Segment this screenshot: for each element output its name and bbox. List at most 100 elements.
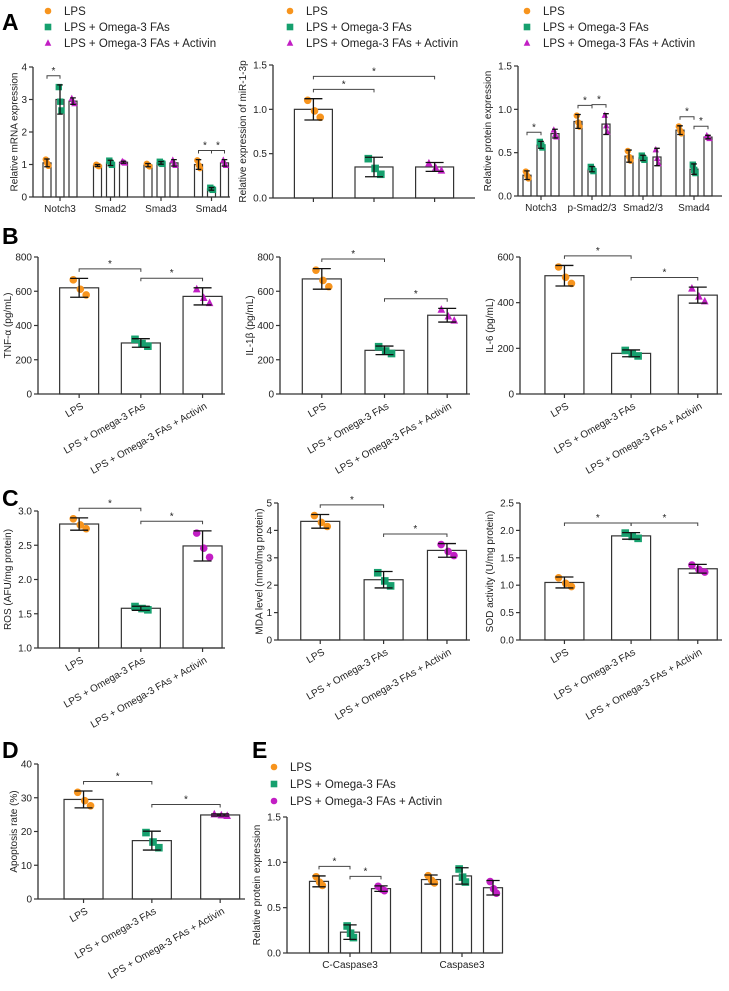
error-bar (374, 885, 388, 892)
significance-bracket (591, 104, 607, 108)
data-point (80, 796, 89, 805)
error-bar (70, 277, 89, 298)
significance-bracket (693, 125, 709, 130)
significance-bracket (83, 781, 153, 785)
x-tick-label: Smad4 (196, 204, 228, 215)
bar (59, 523, 100, 649)
error-bar (107, 159, 114, 167)
bar (638, 157, 648, 197)
data-point (316, 113, 325, 122)
y-tick-label: 0.5 (253, 149, 267, 160)
error-bar (622, 531, 641, 540)
significance-bracket (140, 277, 204, 282)
error-bar (425, 161, 444, 173)
data-point (437, 540, 445, 549)
bar (59, 287, 100, 395)
legend-label: LPS (64, 6, 86, 18)
significance-star: * (351, 249, 355, 260)
bar (451, 875, 473, 954)
error-bar (312, 267, 331, 290)
significance-star: * (364, 866, 368, 877)
data-point (492, 889, 501, 897)
y-tick-label: 200 (257, 355, 274, 366)
y-tick-label: 0.0 (498, 192, 512, 203)
legend-label: LPS (543, 6, 565, 18)
x-tick-label: LPS + Omega-3 FAs + Activin (584, 647, 704, 723)
significance-bracket (679, 116, 695, 120)
data-point (82, 524, 90, 533)
data-point (634, 534, 642, 543)
significance-star: * (596, 246, 600, 257)
error-bar (640, 154, 646, 162)
y-axis-label: Relative expression of miR-1-3p (238, 60, 249, 203)
data-point (343, 922, 351, 930)
significance-bracket (318, 865, 351, 870)
error-bar (552, 128, 558, 139)
y-tick-label: 4 (266, 526, 272, 537)
data-point (700, 568, 709, 576)
error-bar (375, 345, 394, 356)
legend: LPS LPS + Omega-3 FAs LPS + Omega-3 FAs + … (286, 6, 458, 50)
significance-star: * (52, 66, 56, 77)
y-tick-label: 0.5 (267, 903, 281, 914)
y-tick-label: 1.5 (267, 813, 281, 824)
error-bar (211, 813, 230, 817)
panel-label-e: E (252, 737, 267, 763)
x-tick-label: LPS + Omega-3 FAs + Activin (89, 655, 209, 731)
error-bar (70, 517, 89, 531)
y-tick-label: 400 (497, 298, 514, 309)
data-point (196, 164, 204, 172)
significance-star: * (596, 513, 600, 524)
error-bar (654, 147, 660, 167)
legend-marker-square-icon (44, 23, 52, 31)
legend-label: LPS + Omega-3 FAs + Activin (306, 38, 458, 50)
data-point (199, 544, 208, 552)
y-tick-label: 400 (257, 321, 274, 332)
x-tick-label: LPS + Omega-3 FAs + Activin (333, 647, 453, 723)
data-point (323, 522, 332, 531)
y-tick-label: 30 (21, 793, 33, 804)
data-point (310, 511, 319, 520)
y-tick-label: 20 (21, 827, 33, 838)
data-point (695, 565, 703, 574)
panel-label-a: A (2, 9, 19, 35)
error-bar (131, 338, 150, 348)
legend: LPS LPS + Omega-3 FAs LPS + Omega-3 FAs + … (44, 6, 216, 50)
y-tick-label: 1.0 (267, 858, 281, 869)
y-tick-label: 2.0 (18, 575, 32, 586)
significance-star: * (685, 107, 689, 118)
y-tick-label: 1.5 (500, 553, 514, 564)
error-bar (208, 186, 215, 191)
data-point (69, 514, 78, 523)
bar (544, 581, 585, 641)
x-tick-label: Smad2/3 (623, 203, 663, 214)
y-axis-label: SOD activity (U/mg protein) (485, 511, 496, 633)
y-tick-label: 200 (15, 355, 32, 366)
x-tick-label: LPS (305, 647, 327, 666)
x-tick-label: Notch3 (44, 204, 76, 215)
y-tick-label: 1.0 (18, 644, 32, 655)
error-bar (145, 162, 151, 168)
x-tick-label: LPS (549, 647, 571, 666)
y-tick-label: 1.0 (500, 581, 514, 592)
y-tick-label: 4 (21, 63, 27, 74)
bar (420, 878, 442, 954)
significance-bracket (630, 522, 699, 527)
y-tick-label: 800 (257, 253, 274, 264)
x-tick-label: LPS (68, 906, 90, 925)
y-tick-label: 40 (21, 760, 33, 771)
significance-bracket (630, 277, 699, 281)
error-bar (575, 113, 581, 130)
panel-label-c: C (2, 485, 19, 511)
significance-star: * (333, 856, 337, 867)
y-tick-label: 0.5 (500, 608, 514, 619)
y-tick-label: 2 (21, 128, 27, 139)
significance-star: * (597, 95, 601, 106)
legend-label: LPS (306, 6, 328, 18)
data-point (138, 604, 146, 613)
y-tick-label: 1.0 (498, 105, 512, 116)
legend-marker-square-icon (286, 23, 294, 31)
significance-star: * (216, 141, 220, 152)
data-point (634, 352, 642, 360)
